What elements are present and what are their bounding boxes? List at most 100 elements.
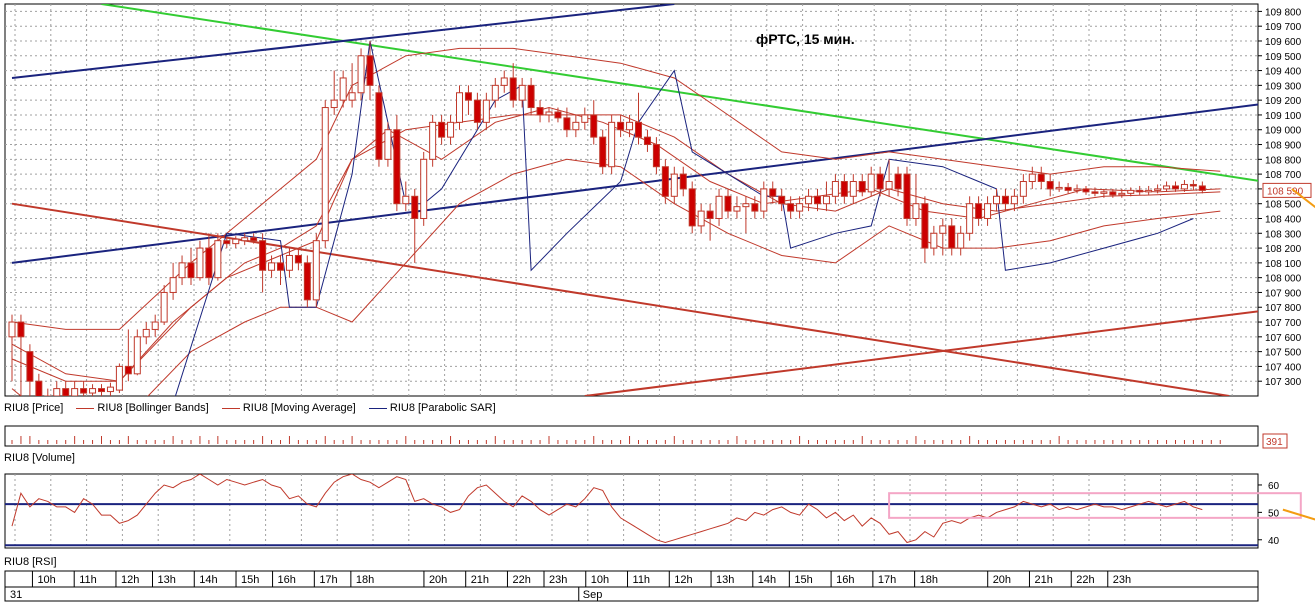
rsi-tick-label: 50	[1268, 508, 1280, 519]
candle-down	[1137, 190, 1143, 191]
candle-down	[188, 263, 194, 278]
candle-down	[1190, 184, 1196, 185]
candle-up	[358, 56, 364, 93]
candle-up	[797, 204, 803, 211]
candle-up	[958, 233, 964, 248]
legend-swatch-bb	[76, 408, 94, 409]
volume-legend: RIU8 [Volume]	[4, 452, 75, 464]
price-tick-label: 109 400	[1265, 67, 1302, 78]
price-tick-label: 109 200	[1265, 96, 1302, 107]
candle-up	[501, 78, 507, 85]
rsi-tick-label: 60	[1268, 481, 1280, 492]
candle-up	[54, 389, 60, 396]
candle-down	[251, 238, 257, 241]
hour-tick-label: 10h	[591, 574, 609, 586]
candle-up	[331, 100, 337, 107]
candle-down	[636, 122, 642, 137]
candle-down	[725, 196, 731, 211]
hour-tick-label: 22h	[512, 574, 530, 586]
candle-up	[385, 130, 391, 160]
candle-down	[779, 196, 785, 203]
hour-tick-label: 18h	[356, 574, 374, 586]
price-tick-label: 109 000	[1265, 126, 1302, 137]
candle-up	[832, 182, 838, 197]
candle-down	[412, 196, 418, 218]
candle-down	[653, 145, 659, 167]
candle-up	[985, 204, 991, 219]
candle-down	[904, 174, 910, 218]
candle-up	[448, 122, 454, 137]
hour-tick-label: 21h	[1034, 574, 1052, 586]
candle-up	[1029, 174, 1035, 181]
candle-up	[1164, 186, 1170, 189]
price-tick-label: 107 600	[1265, 333, 1302, 344]
hour-tick-label: 12h	[674, 574, 692, 586]
hour-tick-label: 16h	[836, 574, 854, 586]
price-tick-label: 107 900	[1265, 288, 1302, 299]
legend-price: RIU8 [Price]	[4, 402, 63, 414]
candle-up	[152, 322, 158, 329]
candle-down	[1065, 187, 1071, 190]
candle-down	[841, 182, 847, 197]
x-axis-frame	[5, 571, 1258, 601]
price-tick-label: 109 700	[1265, 22, 1302, 33]
price-tick-label: 108 800	[1265, 155, 1302, 166]
hour-tick-label: 20h	[993, 574, 1011, 586]
legend-bollinger: RIU8 [Bollinger Bands]	[97, 402, 208, 414]
price-tick-label: 108 400	[1265, 214, 1302, 225]
candle-up	[233, 239, 239, 243]
candle-down	[206, 248, 212, 278]
candle-up	[1011, 196, 1017, 203]
candle-down	[510, 78, 516, 100]
candle-down	[125, 366, 131, 373]
candle-down	[1047, 182, 1053, 189]
legend-moving-average: RIU8 [Moving Average]	[243, 402, 356, 414]
candle-down	[528, 85, 534, 107]
candle-down	[680, 174, 686, 189]
candle-up	[242, 238, 248, 241]
candle-up	[913, 204, 919, 219]
price-tick-label: 107 700	[1265, 318, 1302, 329]
price-tick-label: 108 000	[1265, 274, 1302, 285]
candle-up	[671, 174, 677, 196]
rsi-legend: RIU8 [RSI]	[4, 556, 57, 568]
candle-up	[322, 108, 328, 241]
hour-tick-label: 14h	[199, 574, 217, 586]
candle-up	[457, 93, 463, 123]
candle-down	[770, 189, 776, 196]
candle-down	[1038, 174, 1044, 181]
candle-down	[81, 389, 87, 393]
candle-up	[931, 233, 937, 248]
candle-up	[1101, 192, 1107, 193]
candle-down	[439, 122, 445, 137]
candle-up	[1181, 184, 1187, 188]
legend-swatch-ma	[222, 408, 240, 409]
candle-down	[922, 204, 928, 248]
candle-down	[1002, 196, 1008, 203]
candle-up	[107, 387, 113, 391]
hour-tick-label: 13h	[716, 574, 734, 586]
candle-up	[430, 122, 436, 159]
hour-tick-label: 11h	[633, 574, 651, 586]
date-label: 31	[10, 589, 22, 601]
candle-down	[788, 204, 794, 211]
hour-tick-label: 23h	[1113, 574, 1131, 586]
candle-down	[600, 137, 606, 167]
candle-up	[1056, 187, 1062, 188]
candle-up	[340, 78, 346, 100]
candle-down	[591, 115, 597, 137]
last-price-label: 108 590	[1267, 186, 1304, 197]
candle-up	[197, 248, 203, 278]
candle-up	[143, 329, 149, 336]
candle-down	[1083, 189, 1089, 192]
candle-down	[99, 389, 105, 392]
candle-down	[27, 352, 33, 382]
candle-up	[967, 204, 973, 234]
candle-down	[564, 118, 570, 130]
candle-up	[823, 196, 829, 203]
candle-up	[868, 174, 874, 192]
candle-up	[215, 241, 221, 278]
